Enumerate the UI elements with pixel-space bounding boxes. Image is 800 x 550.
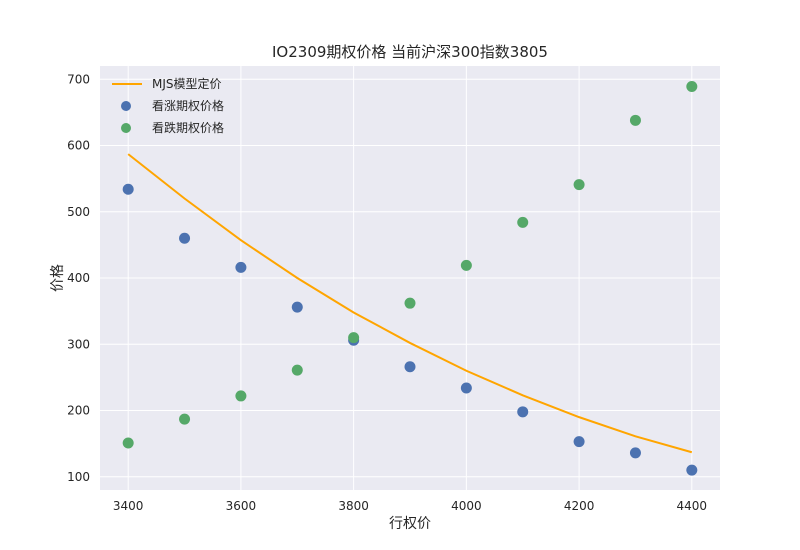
- x-tick-label: 4000: [451, 499, 482, 513]
- put-price-point: [348, 332, 360, 344]
- y-tick-label: 700: [67, 72, 90, 86]
- call-price-point: [460, 382, 472, 394]
- y-tick-labels: 100 200 300 400 500 600 700: [67, 72, 90, 484]
- call-price-point: [629, 447, 641, 459]
- x-tick-labels: 3400 3600 3800 4000 4200 4400: [113, 499, 707, 513]
- y-tick-label: 200: [67, 404, 90, 418]
- grid: [100, 66, 720, 490]
- call-price-point: [686, 464, 698, 476]
- call-price-point: [573, 436, 585, 448]
- x-axis-label: 行权价: [389, 516, 431, 532]
- legend-label-call: 看涨期权价格: [152, 98, 224, 113]
- put-price-point: [686, 81, 698, 93]
- call-price-point: [235, 261, 247, 273]
- legend-label-mjs: MJS模型定价: [152, 76, 222, 91]
- y-axis-label: 价格: [50, 264, 66, 292]
- put-price-point: [291, 364, 303, 376]
- y-tick-label: 300: [67, 337, 90, 351]
- call-price-point: [291, 301, 303, 313]
- put-price-point: [517, 216, 529, 228]
- legend-marker-put: [121, 123, 131, 133]
- call-price-point: [404, 361, 416, 373]
- y-tick-label: 500: [67, 205, 90, 219]
- legend-label-put: 看跌期权价格: [152, 120, 224, 135]
- x-tick-label: 4200: [564, 499, 595, 513]
- legend: MJS模型定价 看涨期权价格 看跌期权价格: [112, 76, 224, 135]
- x-tick-label: 3800: [338, 499, 369, 513]
- x-tick-label: 3400: [113, 499, 144, 513]
- legend-marker-call: [121, 101, 131, 111]
- x-tick-label: 3600: [226, 499, 257, 513]
- series-line-mjs: [127, 153, 693, 454]
- put-price-point: [179, 413, 191, 425]
- call-price-point: [517, 406, 529, 418]
- call-price-point: [122, 183, 134, 195]
- put-price-point: [235, 390, 247, 402]
- put-price-point: [404, 297, 416, 309]
- y-tick-label: 100: [67, 470, 90, 484]
- y-tick-label: 400: [67, 271, 90, 285]
- y-tick-label: 600: [67, 139, 90, 153]
- chart-title: IO2309期权价格 当前沪深300指数3805: [272, 43, 548, 61]
- x-tick-label: 4400: [677, 499, 708, 513]
- call-price-point: [179, 232, 191, 244]
- put-price-point: [460, 259, 472, 271]
- data-marks: [122, 81, 698, 476]
- put-price-point: [629, 114, 641, 126]
- put-price-point: [122, 437, 134, 449]
- put-price-point: [573, 179, 585, 191]
